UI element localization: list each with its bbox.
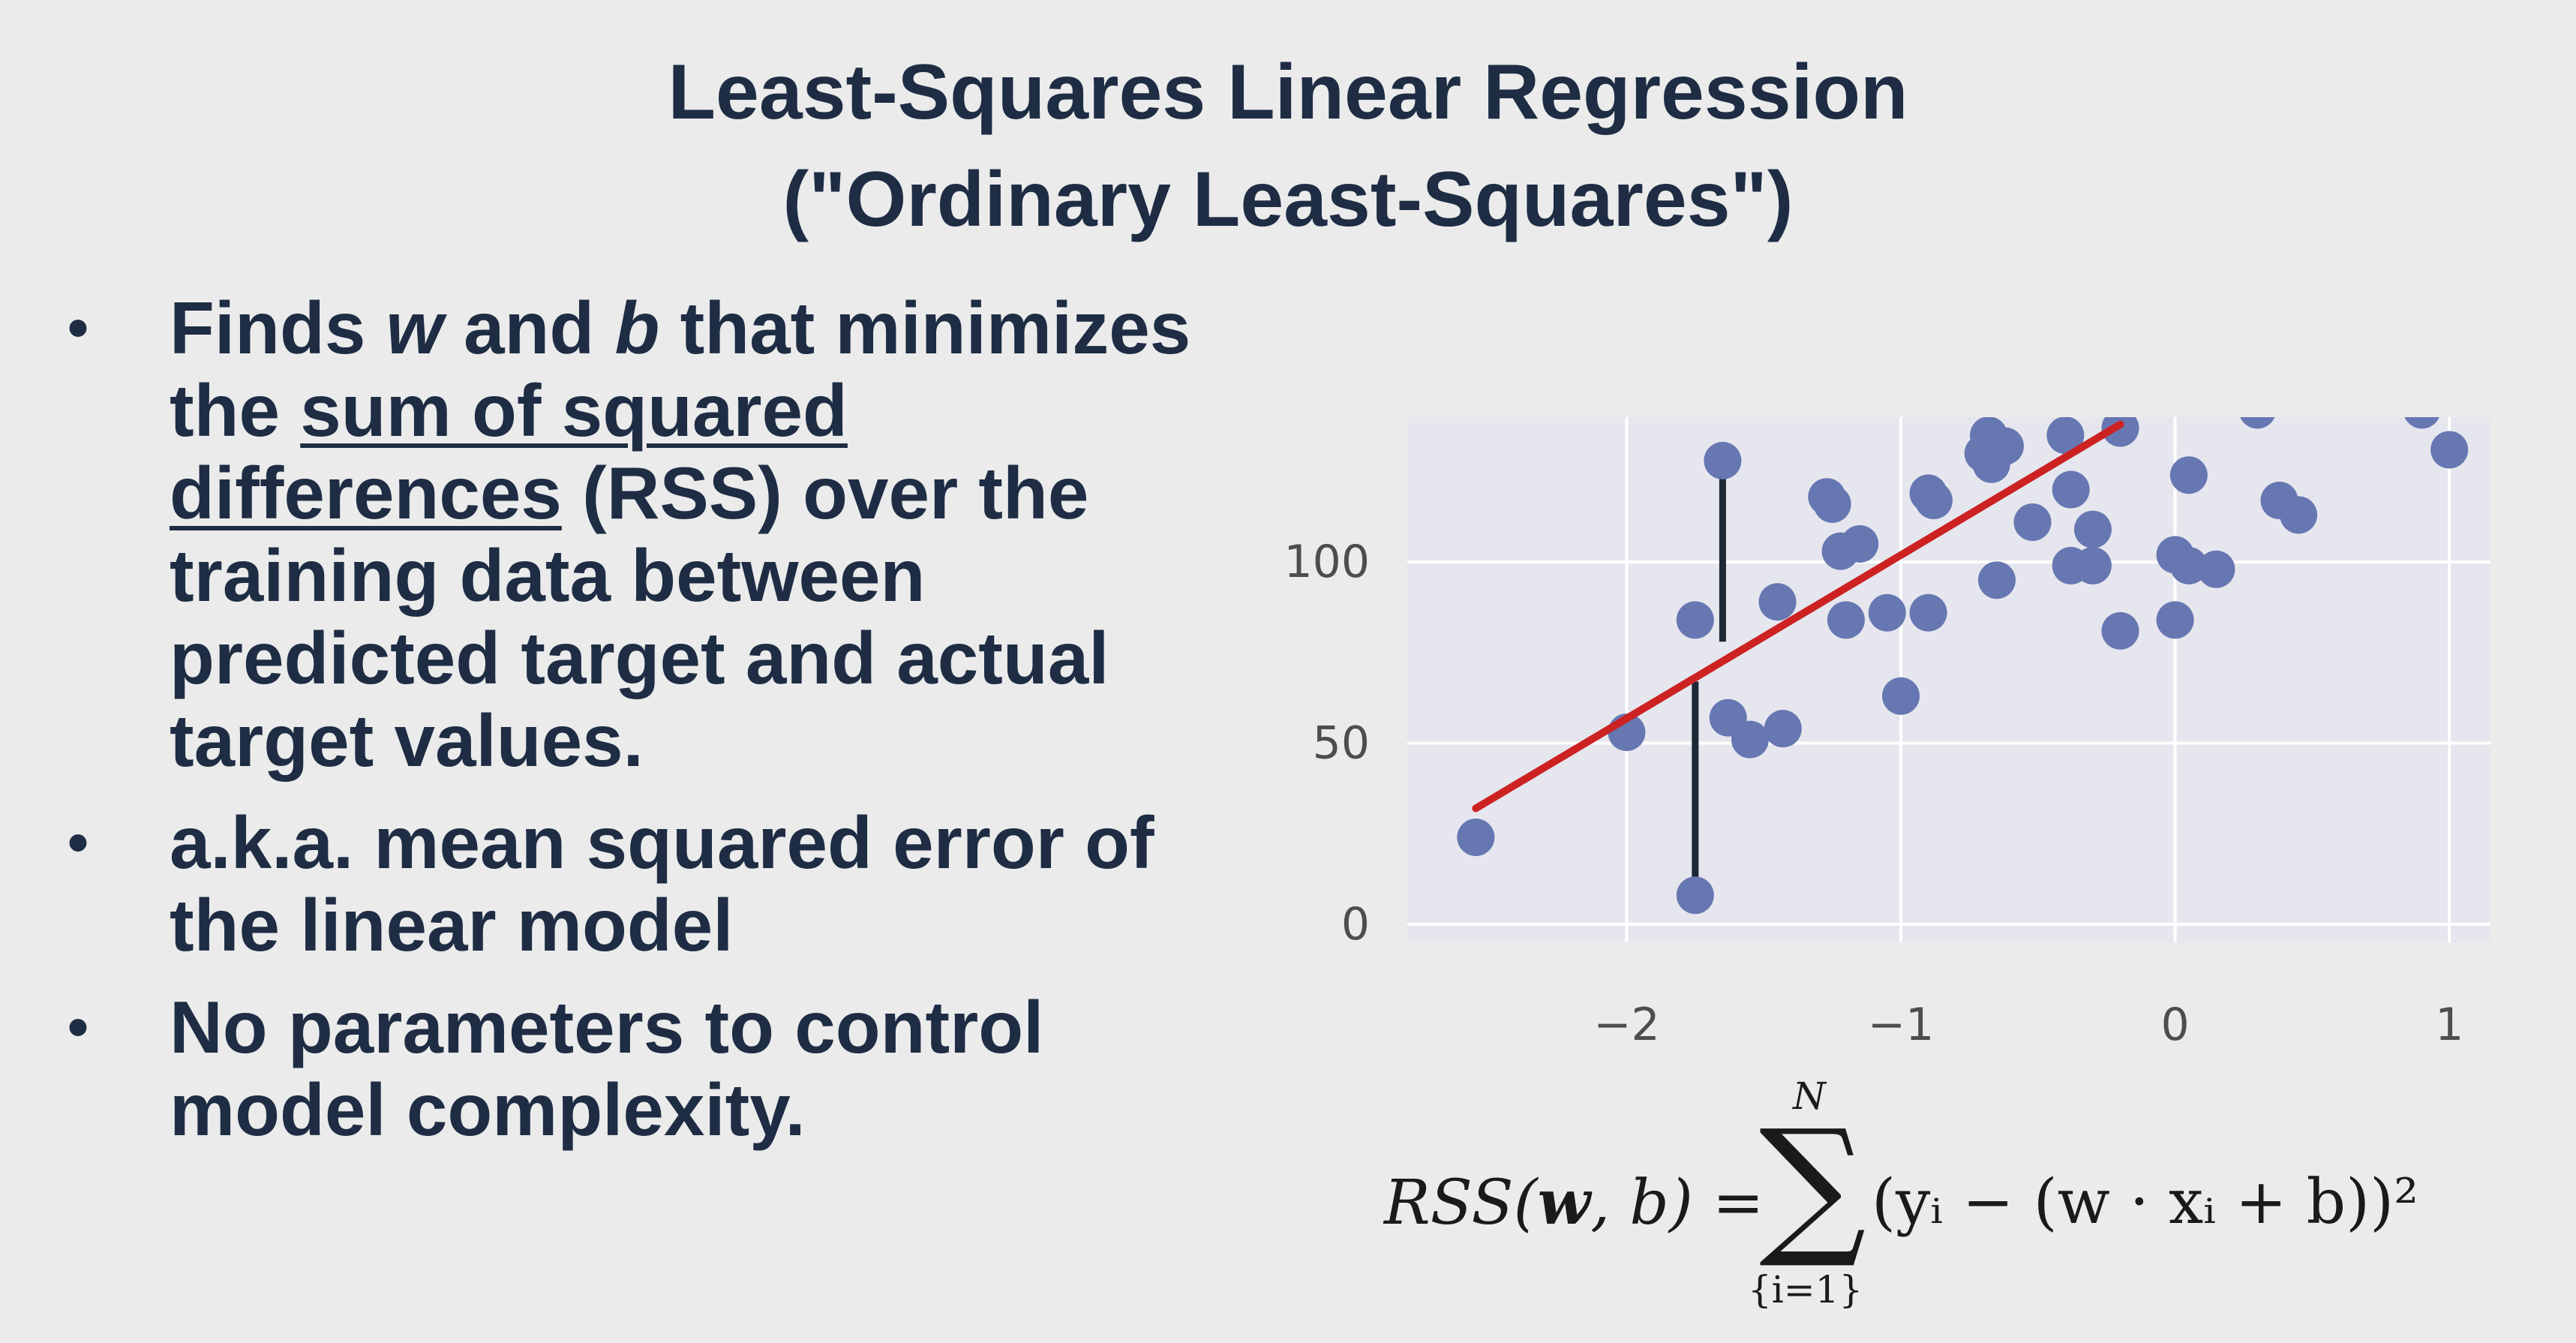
data-point <box>2280 496 2318 534</box>
chart-marks <box>1457 417 2469 915</box>
bullet-item-rss: • Finds w and b that minimizes the sum o… <box>53 287 1223 782</box>
data-point <box>1827 601 1865 639</box>
bullet-1-text-a: Finds <box>170 287 386 369</box>
data-point <box>1731 720 1769 759</box>
bullet-1-underlined: sum of squared differences <box>170 369 848 534</box>
data-point <box>1841 524 1879 563</box>
x-tick-label: 0 <box>2161 999 2190 1051</box>
data-point <box>1676 876 1714 915</box>
data-point <box>1909 593 1947 632</box>
data-point <box>1813 485 1851 523</box>
bullet-dot-icon: • <box>68 809 89 876</box>
data-point <box>1882 677 1920 715</box>
x-tick-label: −2 <box>1593 999 1659 1051</box>
sum-icon: ∑ <box>1759 1098 1866 1272</box>
bullet-item-mse: • a.k.a. mean squared error of the linea… <box>53 801 1223 966</box>
data-point <box>2169 456 2208 494</box>
title-line-1: Least-Squares Linear Regression <box>668 49 1908 136</box>
bullet-item-no-params: • No parameters to control model complex… <box>53 986 1223 1151</box>
regression-line <box>1472 420 2124 813</box>
data-point <box>2101 611 2139 650</box>
y-tick-label: 0 <box>1341 898 1370 951</box>
bullet-3-text: No parameters to control model complexit… <box>170 986 1044 1151</box>
data-point <box>2404 417 2439 429</box>
data-point <box>1758 583 1797 621</box>
bullet-1-text-d: (RSS) over the training data between pre… <box>170 452 1109 782</box>
bullet-dot-icon: • <box>68 294 89 361</box>
scatter-chart: −2 −1 0 1 0 50 100 <box>1283 417 2490 1051</box>
formula-lower-limit: {i=1} <box>1748 1268 1863 1311</box>
data-point <box>1704 441 1742 479</box>
formula-lhs: RSS(w, b) = <box>1384 1167 1764 1239</box>
data-point <box>2101 417 2139 447</box>
title-line-2: ("Ordinary Least-Squares") <box>782 156 1794 243</box>
formula-open-paren: ( <box>1513 1167 1538 1239</box>
data-point <box>1914 482 1953 520</box>
data-point <box>2046 417 2085 455</box>
bullet-1-text-c: that minimizes the <box>170 287 1191 452</box>
data-point <box>2240 417 2275 429</box>
rss-formula: RSS(w, b) = N ∑ {i=1} (yᵢ − (w · xᵢ + b)… <box>1373 1074 2468 1328</box>
data-point <box>2073 546 2112 584</box>
formula-rhs: (yᵢ − (w · xᵢ + b))² <box>1872 1167 2418 1238</box>
bullet-dot-icon: • <box>68 993 89 1060</box>
formula-lhs-rest: , b) = <box>1590 1167 1764 1239</box>
y-tick-label: 100 <box>1283 536 1370 588</box>
data-point <box>2156 601 2194 639</box>
formula-upper-limit: N <box>1793 1074 1826 1118</box>
y-tick-label: 50 <box>1313 717 1370 769</box>
data-point <box>1764 710 1802 748</box>
tick-labels: −2 −1 0 1 0 50 100 <box>1283 536 2463 1051</box>
data-point <box>1977 561 2016 599</box>
data-point <box>2430 431 2469 469</box>
data-point <box>2073 510 2112 548</box>
bullet-1-b: b <box>614 287 660 369</box>
bullet-2-text: a.k.a. mean squared error of the linear … <box>170 801 1154 966</box>
data-point <box>2013 503 2052 541</box>
data-point <box>1868 593 1906 632</box>
data-point <box>2197 550 2235 588</box>
data-point <box>2169 546 2208 584</box>
formula-rss-name: RSS <box>1384 1167 1514 1239</box>
data-point <box>1972 445 2010 483</box>
x-tick-label: 1 <box>2435 999 2463 1051</box>
data-point <box>2052 470 2090 509</box>
bullet-1-w: w <box>386 287 443 369</box>
slide-title: Least-Squares Linear Regression ("Ordina… <box>0 39 2576 254</box>
x-tick-label: −1 <box>1868 999 1934 1051</box>
bullet-1-text-b: and <box>443 287 615 369</box>
formula-w: w <box>1537 1167 1591 1239</box>
data-point <box>1676 601 1714 639</box>
data-point <box>1457 819 1495 856</box>
bullet-list: • Finds w and b that minimizes the sum o… <box>53 287 1223 1170</box>
